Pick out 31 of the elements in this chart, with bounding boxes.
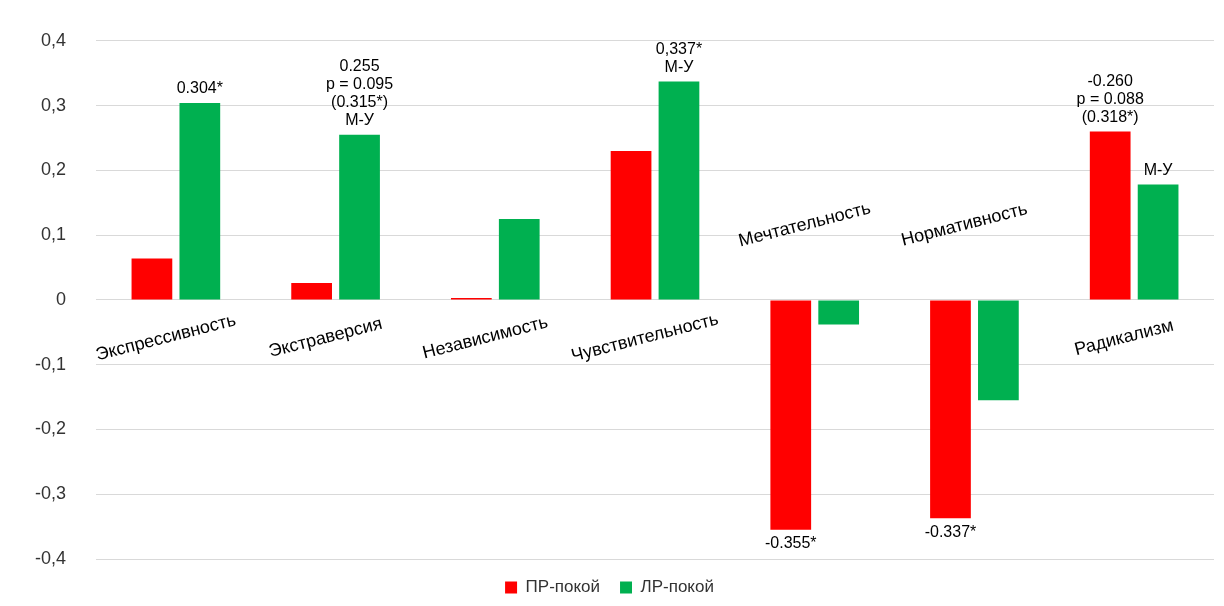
bar xyxy=(131,258,173,300)
y-tick-label: -0,1 xyxy=(34,353,67,374)
annotation: -0.355* xyxy=(764,534,817,552)
bar xyxy=(610,150,652,300)
y-tick-label: 0,1 xyxy=(40,224,67,245)
bar xyxy=(658,81,700,300)
bar xyxy=(978,300,1019,401)
annotation: 0.304* xyxy=(176,79,223,97)
bar xyxy=(1089,131,1131,300)
y-tick-label: 0 xyxy=(56,288,67,309)
annotation: -0.260 p = 0.088 (0.318*) xyxy=(1076,71,1144,125)
bar xyxy=(930,300,971,519)
bar xyxy=(498,218,540,300)
bar xyxy=(818,300,860,325)
legend-label: ЛР-покой xyxy=(640,577,714,597)
bar xyxy=(179,102,221,300)
annotation: 0,337* М-У xyxy=(655,40,703,76)
y-tick-label: -0,4 xyxy=(34,547,67,568)
bar xyxy=(770,300,812,530)
bar xyxy=(339,134,380,300)
y-tick-label: -0,3 xyxy=(34,483,67,504)
annotation: 0.255 p = 0.095 (0.315*) М-У xyxy=(325,57,394,129)
bar xyxy=(291,283,332,300)
annotation: -0.337* xyxy=(924,522,977,540)
annotation: М-У xyxy=(1143,161,1174,179)
y-tick-label: 0,3 xyxy=(40,94,67,115)
y-tick-label: 0,4 xyxy=(40,29,67,50)
y-tick-label: 0,2 xyxy=(40,159,67,180)
y-tick-label: -0,2 xyxy=(34,418,67,439)
legend-label: ПР-покой xyxy=(525,577,601,597)
bar xyxy=(1137,184,1179,300)
